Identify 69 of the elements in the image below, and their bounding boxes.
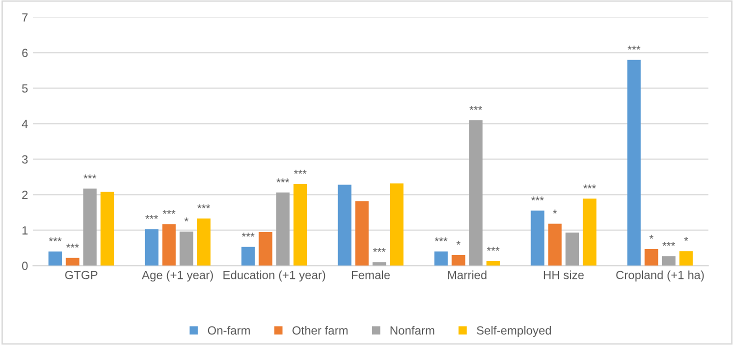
data-label: *** [276, 178, 290, 182]
bar [566, 232, 580, 266]
data-label: *** [48, 237, 62, 242]
legend-label: Nonfarm [390, 326, 434, 335]
bar [144, 229, 158, 266]
x-tick-label: Education (+1 year) [223, 270, 326, 282]
bar [293, 184, 307, 266]
y-tick-label: 3 [22, 155, 28, 164]
bar [469, 120, 483, 266]
y-tick-label: 2 [22, 190, 28, 199]
bar [662, 256, 676, 266]
legend-label: Self-employed [476, 326, 551, 337]
data-label: * [456, 240, 460, 245]
x-tick-label: Cropland (+1 ha) [616, 270, 704, 282]
bar [390, 183, 404, 266]
bar [100, 192, 114, 266]
bar [48, 251, 62, 266]
bar [162, 224, 176, 266]
data-label: *** [145, 214, 158, 219]
data-label: * [184, 217, 188, 222]
data-label: * [684, 236, 688, 241]
x-tick-label: Married [448, 270, 486, 280]
bar [434, 251, 448, 266]
bar [372, 262, 386, 266]
bar [548, 224, 562, 266]
bar [486, 261, 500, 266]
y-tick-label: 7 [22, 13, 28, 22]
data-label: * [649, 234, 654, 239]
bar [679, 251, 693, 266]
data-label: *** [162, 210, 176, 214]
bar [355, 201, 369, 266]
data-label: *** [66, 244, 79, 248]
legend-label: On-farm [208, 326, 250, 335]
x-tick-label: GTGP [65, 270, 98, 280]
x-tick-label: HH size [544, 270, 584, 280]
bar [258, 232, 272, 266]
bar [276, 192, 290, 266]
data-label: *** [242, 232, 254, 237]
data-label: *** [294, 170, 307, 174]
bar [83, 188, 97, 266]
bar [530, 210, 544, 266]
bar [241, 246, 255, 266]
x-tick-label: Female [352, 270, 390, 280]
data-label: *** [486, 246, 500, 251]
y-tick-label: 1 [22, 226, 28, 234]
data-label: *** [628, 46, 640, 50]
data-label: *** [662, 242, 676, 246]
y-tick-label: 4 [22, 120, 28, 128]
bar [582, 198, 596, 266]
bar [197, 218, 211, 266]
data-label: *** [373, 248, 386, 252]
y-tick-label: 0 [22, 262, 28, 270]
bar [644, 248, 658, 266]
x-tick-label: Age (+1 year) [142, 270, 213, 282]
data-label: *** [531, 196, 544, 200]
data-label: * [552, 210, 557, 214]
data-label: *** [470, 106, 482, 110]
bar [66, 258, 80, 266]
legend-label: Other farm [292, 326, 348, 335]
data-label: *** [197, 204, 210, 208]
bar [180, 232, 194, 266]
bar [338, 184, 352, 266]
y-tick-label: 5 [22, 84, 28, 93]
data-label: *** [84, 174, 96, 178]
bar [452, 255, 466, 266]
bar [627, 60, 641, 266]
data-label: *** [434, 237, 448, 242]
y-tick-label: 6 [22, 48, 28, 58]
data-label: *** [583, 184, 596, 188]
